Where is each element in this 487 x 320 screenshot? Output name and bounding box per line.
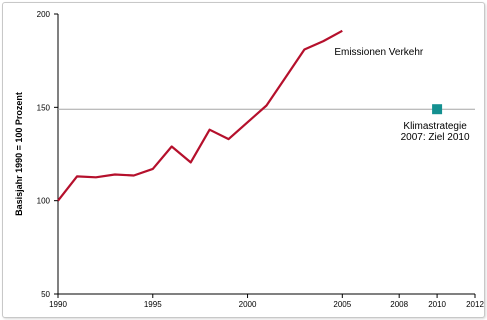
x-tick-label: 2012 [466, 300, 484, 309]
y-tick-label: 100 [37, 197, 51, 206]
x-tick-label: 2010 [428, 300, 446, 309]
series-line [57, 29, 343, 202]
y-tick-label: 50 [41, 290, 50, 299]
axes: 50 100 150 200 1990 1995 2000 2005 2008 2010 2012 B… [14, 10, 484, 309]
y-tick-label: 200 [37, 10, 51, 19]
x-tick-label: 2000 [239, 300, 257, 309]
target-label-line: Klimastrategie [403, 121, 467, 132]
series-label: Emissionen Verkehr [334, 47, 424, 58]
chart-frame [2, 2, 485, 318]
y-tick-label: 150 [37, 103, 51, 112]
target-marker [432, 104, 443, 115]
x-tick-label: 1990 [49, 300, 67, 309]
series-group [57, 29, 343, 202]
target-label-line: 2007: Ziel 2010 [401, 132, 470, 143]
target-group [432, 104, 443, 115]
x-tick-label: 2005 [333, 300, 351, 309]
x-tick-label: 1995 [144, 300, 162, 309]
x-tick-label: 2008 [390, 300, 408, 309]
y-axis-label: Basisjahr 1990 = 100 Prozent [14, 92, 24, 216]
